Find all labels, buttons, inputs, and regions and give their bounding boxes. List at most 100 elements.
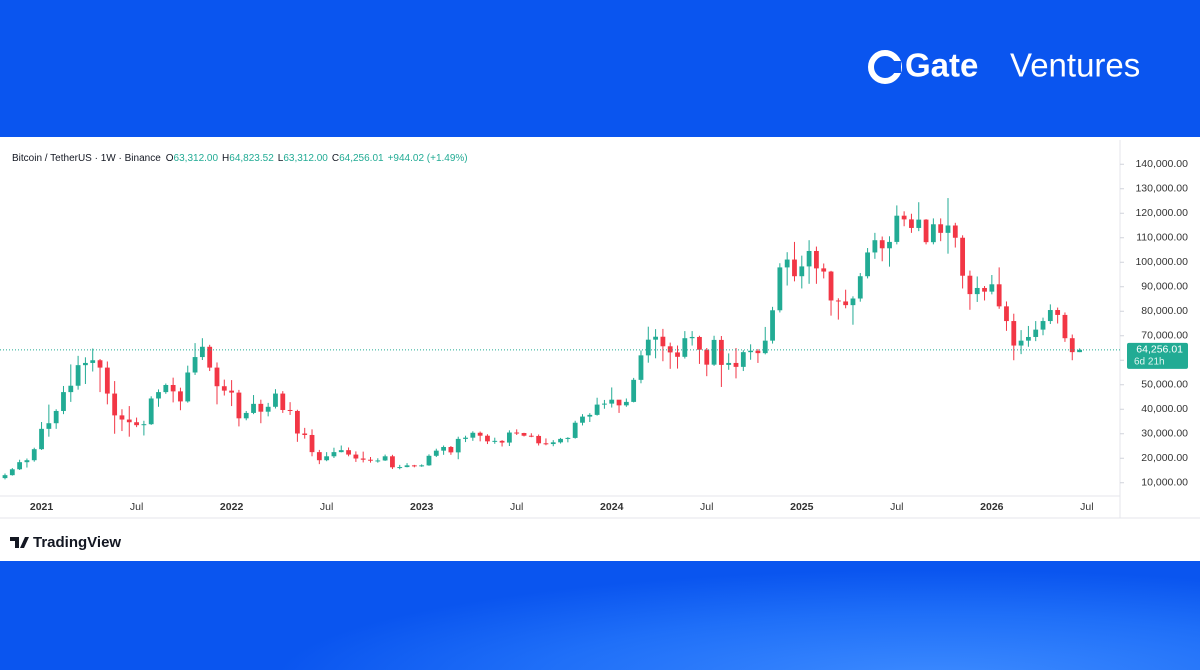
candle-body bbox=[397, 467, 403, 469]
candle-body bbox=[909, 219, 914, 228]
candle-body bbox=[1077, 349, 1082, 353]
candle-body bbox=[594, 404, 600, 415]
candle-body bbox=[550, 442, 556, 445]
candle-body bbox=[156, 392, 161, 399]
y-tick-label: 140,000.00 bbox=[1135, 158, 1188, 170]
candle-body bbox=[653, 336, 658, 340]
candle-body bbox=[90, 360, 96, 363]
candle-body bbox=[784, 259, 790, 268]
candle-body bbox=[872, 240, 878, 253]
candle-body bbox=[17, 462, 23, 470]
candle-body bbox=[199, 346, 205, 358]
candle-body bbox=[748, 350, 754, 353]
x-tick-label: 2024 bbox=[600, 501, 624, 513]
last-price-label: 64,256.01 bbox=[1136, 344, 1183, 356]
candle-body bbox=[806, 250, 812, 267]
candle-body bbox=[923, 219, 929, 243]
candle-body bbox=[104, 367, 110, 394]
candle-body bbox=[667, 346, 673, 353]
candle-body bbox=[930, 224, 936, 243]
brand-suffix: Ventures bbox=[1010, 47, 1140, 84]
candle-body bbox=[411, 465, 417, 467]
candle-body bbox=[141, 424, 147, 426]
candle-body bbox=[580, 416, 585, 423]
x-tick-label: Jul bbox=[320, 501, 333, 513]
legend-key: O bbox=[166, 153, 174, 164]
candle-body bbox=[777, 267, 783, 311]
footer-brand: TradingView bbox=[33, 534, 121, 551]
candle-body bbox=[404, 465, 410, 468]
candle-body bbox=[587, 414, 593, 417]
candle-body bbox=[1069, 338, 1075, 353]
legend-key: L bbox=[278, 153, 284, 164]
x-tick-label: 2022 bbox=[220, 501, 244, 513]
candle-body bbox=[273, 393, 278, 407]
candle-body bbox=[974, 287, 980, 295]
candle-body bbox=[375, 460, 381, 462]
candle-body bbox=[967, 275, 973, 295]
candle-body bbox=[331, 452, 337, 457]
candle-body bbox=[894, 215, 900, 242]
candle-body bbox=[112, 393, 118, 416]
candle-body bbox=[148, 398, 154, 425]
candle-body bbox=[477, 432, 483, 436]
candle-body bbox=[463, 437, 468, 439]
tv-icon bbox=[10, 537, 29, 548]
candle-body bbox=[514, 432, 520, 434]
legend-change: +944.02 (+1.49%) bbox=[388, 153, 468, 164]
candle-body bbox=[792, 259, 797, 277]
candle-body bbox=[879, 240, 885, 249]
candle-body bbox=[682, 338, 688, 357]
candle-body bbox=[214, 367, 220, 387]
candle-body bbox=[163, 384, 169, 393]
candle-body bbox=[499, 440, 505, 443]
candle-body bbox=[726, 362, 732, 365]
candle-body bbox=[631, 379, 637, 402]
candle-body bbox=[1018, 340, 1024, 346]
candle-body bbox=[236, 392, 242, 419]
candle-body bbox=[492, 440, 498, 442]
y-tick-label: 20,000.00 bbox=[1141, 452, 1188, 464]
x-tick-label: 2023 bbox=[410, 501, 434, 513]
candle-body bbox=[1040, 321, 1046, 330]
candle-body bbox=[448, 446, 454, 453]
candle-body bbox=[843, 301, 849, 306]
candle-body bbox=[1055, 310, 1061, 315]
candle-body bbox=[295, 410, 300, 434]
candle-body bbox=[675, 352, 680, 357]
candle-body bbox=[718, 339, 724, 365]
candle-body bbox=[536, 435, 542, 444]
candle-body bbox=[762, 340, 768, 354]
candle-body bbox=[24, 460, 30, 463]
y-tick-label: 40,000.00 bbox=[1141, 403, 1188, 415]
candle-body bbox=[565, 437, 571, 439]
candle-body bbox=[799, 266, 805, 277]
candle-body bbox=[1026, 336, 1031, 341]
legend-value: 64,256.01 bbox=[339, 153, 384, 164]
candle-body bbox=[455, 438, 461, 453]
candle-body bbox=[68, 385, 74, 393]
y-tick-label: 90,000.00 bbox=[1141, 281, 1188, 293]
candle-body bbox=[865, 252, 870, 277]
candle-body bbox=[835, 300, 841, 302]
candle-body bbox=[368, 459, 373, 461]
candle-body bbox=[9, 469, 15, 476]
candle-body bbox=[97, 360, 103, 368]
candle-body bbox=[280, 393, 286, 410]
candle-body bbox=[31, 449, 37, 461]
candle-body bbox=[433, 450, 439, 456]
legend-value: 63,312.00 bbox=[174, 153, 219, 164]
candle-body bbox=[302, 433, 308, 435]
candle-body bbox=[602, 403, 607, 405]
candle-body bbox=[623, 401, 629, 406]
x-tick-label: 2026 bbox=[980, 501, 1004, 513]
y-tick-label: 80,000.00 bbox=[1141, 305, 1188, 317]
candle-body bbox=[857, 276, 863, 299]
brand-name: Gate bbox=[905, 47, 978, 84]
candle-body bbox=[982, 287, 987, 292]
candle-body bbox=[419, 465, 425, 467]
candle-body bbox=[770, 310, 775, 341]
candle-body bbox=[243, 412, 249, 419]
y-tick-label: 10,000.00 bbox=[1141, 477, 1188, 489]
